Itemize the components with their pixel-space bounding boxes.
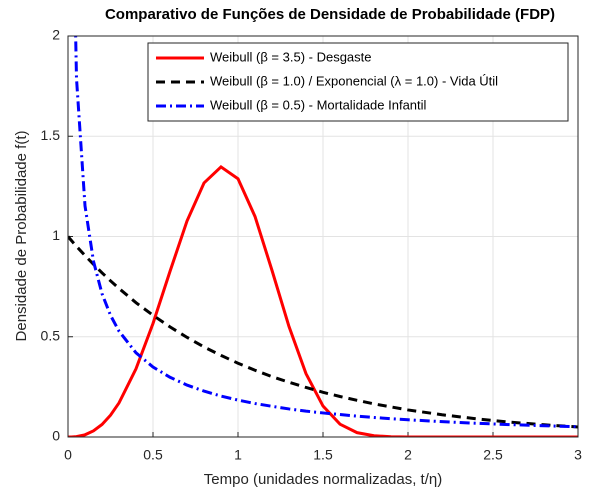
y-tick-label: 1.5 [41, 127, 61, 143]
legend-label: Weibull (β = 3.5) - Desgaste [210, 49, 372, 64]
y-tick-label: 2 [52, 27, 60, 43]
x-tick-label: 0 [64, 447, 72, 463]
legend-label: Weibull (β = 0.5) - Mortalidade Infantil [210, 97, 427, 112]
x-tick-label: 1.5 [313, 447, 333, 463]
legend-box [147, 42, 569, 122]
y-axis-label: Densidade de Probabilidade f(t) [13, 131, 30, 342]
x-tick-label: 3 [574, 447, 582, 463]
axes-box [67, 35, 579, 438]
legend-label: Weibull (β = 1.0) / Exponencial (λ = 1.0… [210, 73, 498, 88]
x-tick-label: 0.5 [143, 447, 163, 463]
x-axis-label: Tempo (unidades normalizadas, t/η) [204, 471, 442, 488]
x-tick-label: 2.5 [483, 447, 503, 463]
x-tick-label: 1 [234, 447, 242, 463]
series-line [68, 235, 578, 429]
y-tick-label: 0 [52, 428, 60, 444]
y-tick-label: 0.5 [41, 327, 61, 343]
x-tick-label: 2 [404, 447, 412, 463]
series-line [74, 36, 578, 429]
y-tick-label: 1 [52, 227, 60, 243]
chart-title: Comparativo de Funções de Densidade de P… [105, 6, 555, 23]
